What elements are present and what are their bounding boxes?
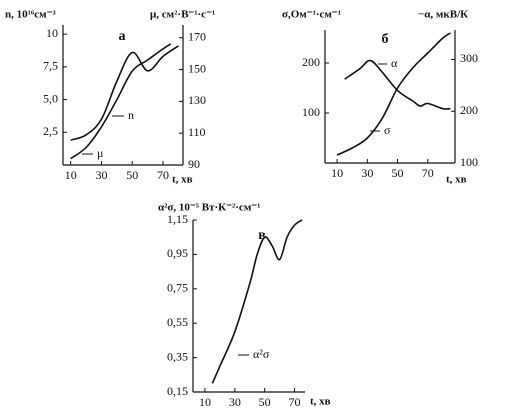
x-tick-label: 30 [229, 395, 241, 409]
y-tick-label: 0,35 [167, 349, 188, 363]
curve [344, 59, 451, 110]
x-tick-label: 50 [259, 395, 271, 409]
y-tick-label: 0,95 [167, 246, 188, 260]
y-tick-label: 2,5 [43, 124, 58, 138]
curve-label: n [128, 108, 134, 122]
y2-axis-title: μ, см²·В⁻¹·с⁻¹ [150, 9, 215, 21]
x-tick-label: 70 [289, 395, 301, 409]
y-tick-label: 0,55 [167, 315, 188, 329]
y2-tick-label: 150 [188, 61, 206, 75]
x-tick-label: 70 [422, 166, 434, 180]
curve [211, 219, 303, 384]
x-tick-label: 10 [65, 168, 77, 182]
y-tick-label: 1,15 [167, 212, 188, 226]
curve-label: α²σ [253, 347, 270, 361]
curve-label: α [391, 56, 398, 70]
x-tick-label: 50 [126, 168, 138, 182]
x-axis-title: t, хв [446, 174, 467, 186]
curve-label: σ [384, 123, 391, 137]
y2-tick-label: 130 [188, 93, 206, 107]
panel-label: в [258, 228, 266, 243]
curve [70, 43, 172, 160]
x-tick-label: 10 [199, 395, 211, 409]
x-tick-label: 30 [95, 168, 107, 182]
y-tick-label: 200 [302, 55, 320, 69]
y2-tick-label: 110 [188, 125, 206, 139]
curve-label: μ [97, 146, 103, 160]
y-tick-label: 0,75 [167, 281, 188, 295]
y-axis-title: α²σ, 10⁻⁵ Вт·К⁻²·см⁻¹ [158, 202, 260, 214]
y2-tick-label: 170 [188, 29, 206, 43]
x-tick-label: 30 [361, 166, 373, 180]
y2-tick-label: 100 [460, 155, 478, 169]
y-axis-title: σ,Ом⁻¹·см⁻¹ [282, 9, 341, 21]
y-tick-label: 5,0 [43, 91, 58, 105]
x-tick-label: 70 [157, 168, 169, 182]
y-tick-label: 100 [302, 105, 320, 119]
y2-tick-label: 300 [460, 51, 478, 65]
x-axis-title: t, хв [172, 174, 193, 186]
y-axis-title: n, 10¹⁶см⁻³ [5, 9, 56, 21]
curve [336, 32, 451, 156]
x-tick-label: 50 [392, 166, 404, 180]
y-tick-label: 0,15 [167, 384, 188, 398]
panel-label: б [382, 32, 389, 47]
y2-tick-label: 200 [460, 103, 478, 117]
panel-label: а [119, 29, 126, 44]
y-tick-label: 7,5 [43, 59, 58, 73]
x-axis-title: t, хв [310, 396, 331, 408]
curve [70, 45, 179, 141]
y2-axis-title: −α, мкВ/К [418, 9, 468, 21]
x-tick-label: 10 [331, 166, 343, 180]
y2-tick-label: 90 [188, 157, 200, 171]
y-tick-label: 10 [46, 26, 58, 40]
